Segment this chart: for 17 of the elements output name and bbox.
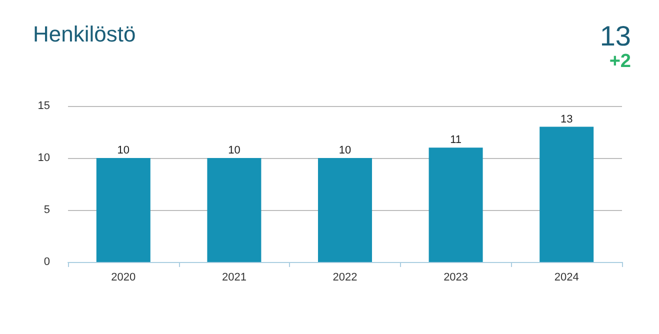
y-tick-label: 5 [44, 204, 50, 216]
text: 13 [600, 20, 632, 52]
data-label: 10 [338, 144, 352, 156]
x-tick-label: 2022 [332, 272, 358, 284]
data-label: 11 [450, 134, 462, 146]
chart-title: Henkilöstö [33, 22, 136, 46]
text: +2 [609, 51, 632, 72]
x-tick-label: 2024 [554, 272, 579, 284]
x-tick-label: 2021 [222, 272, 246, 284]
data-label: 10 [228, 144, 240, 156]
y-tick-label: 10 [38, 152, 50, 164]
y-tick-label: 15 [38, 100, 50, 112]
y-tick-label: 0 [44, 256, 50, 268]
x-tick-label: 2020 [111, 272, 136, 284]
data-label: 13 [560, 113, 573, 126]
data-label: 10 [117, 144, 130, 156]
x-tick-label: 2023 [444, 272, 468, 284]
